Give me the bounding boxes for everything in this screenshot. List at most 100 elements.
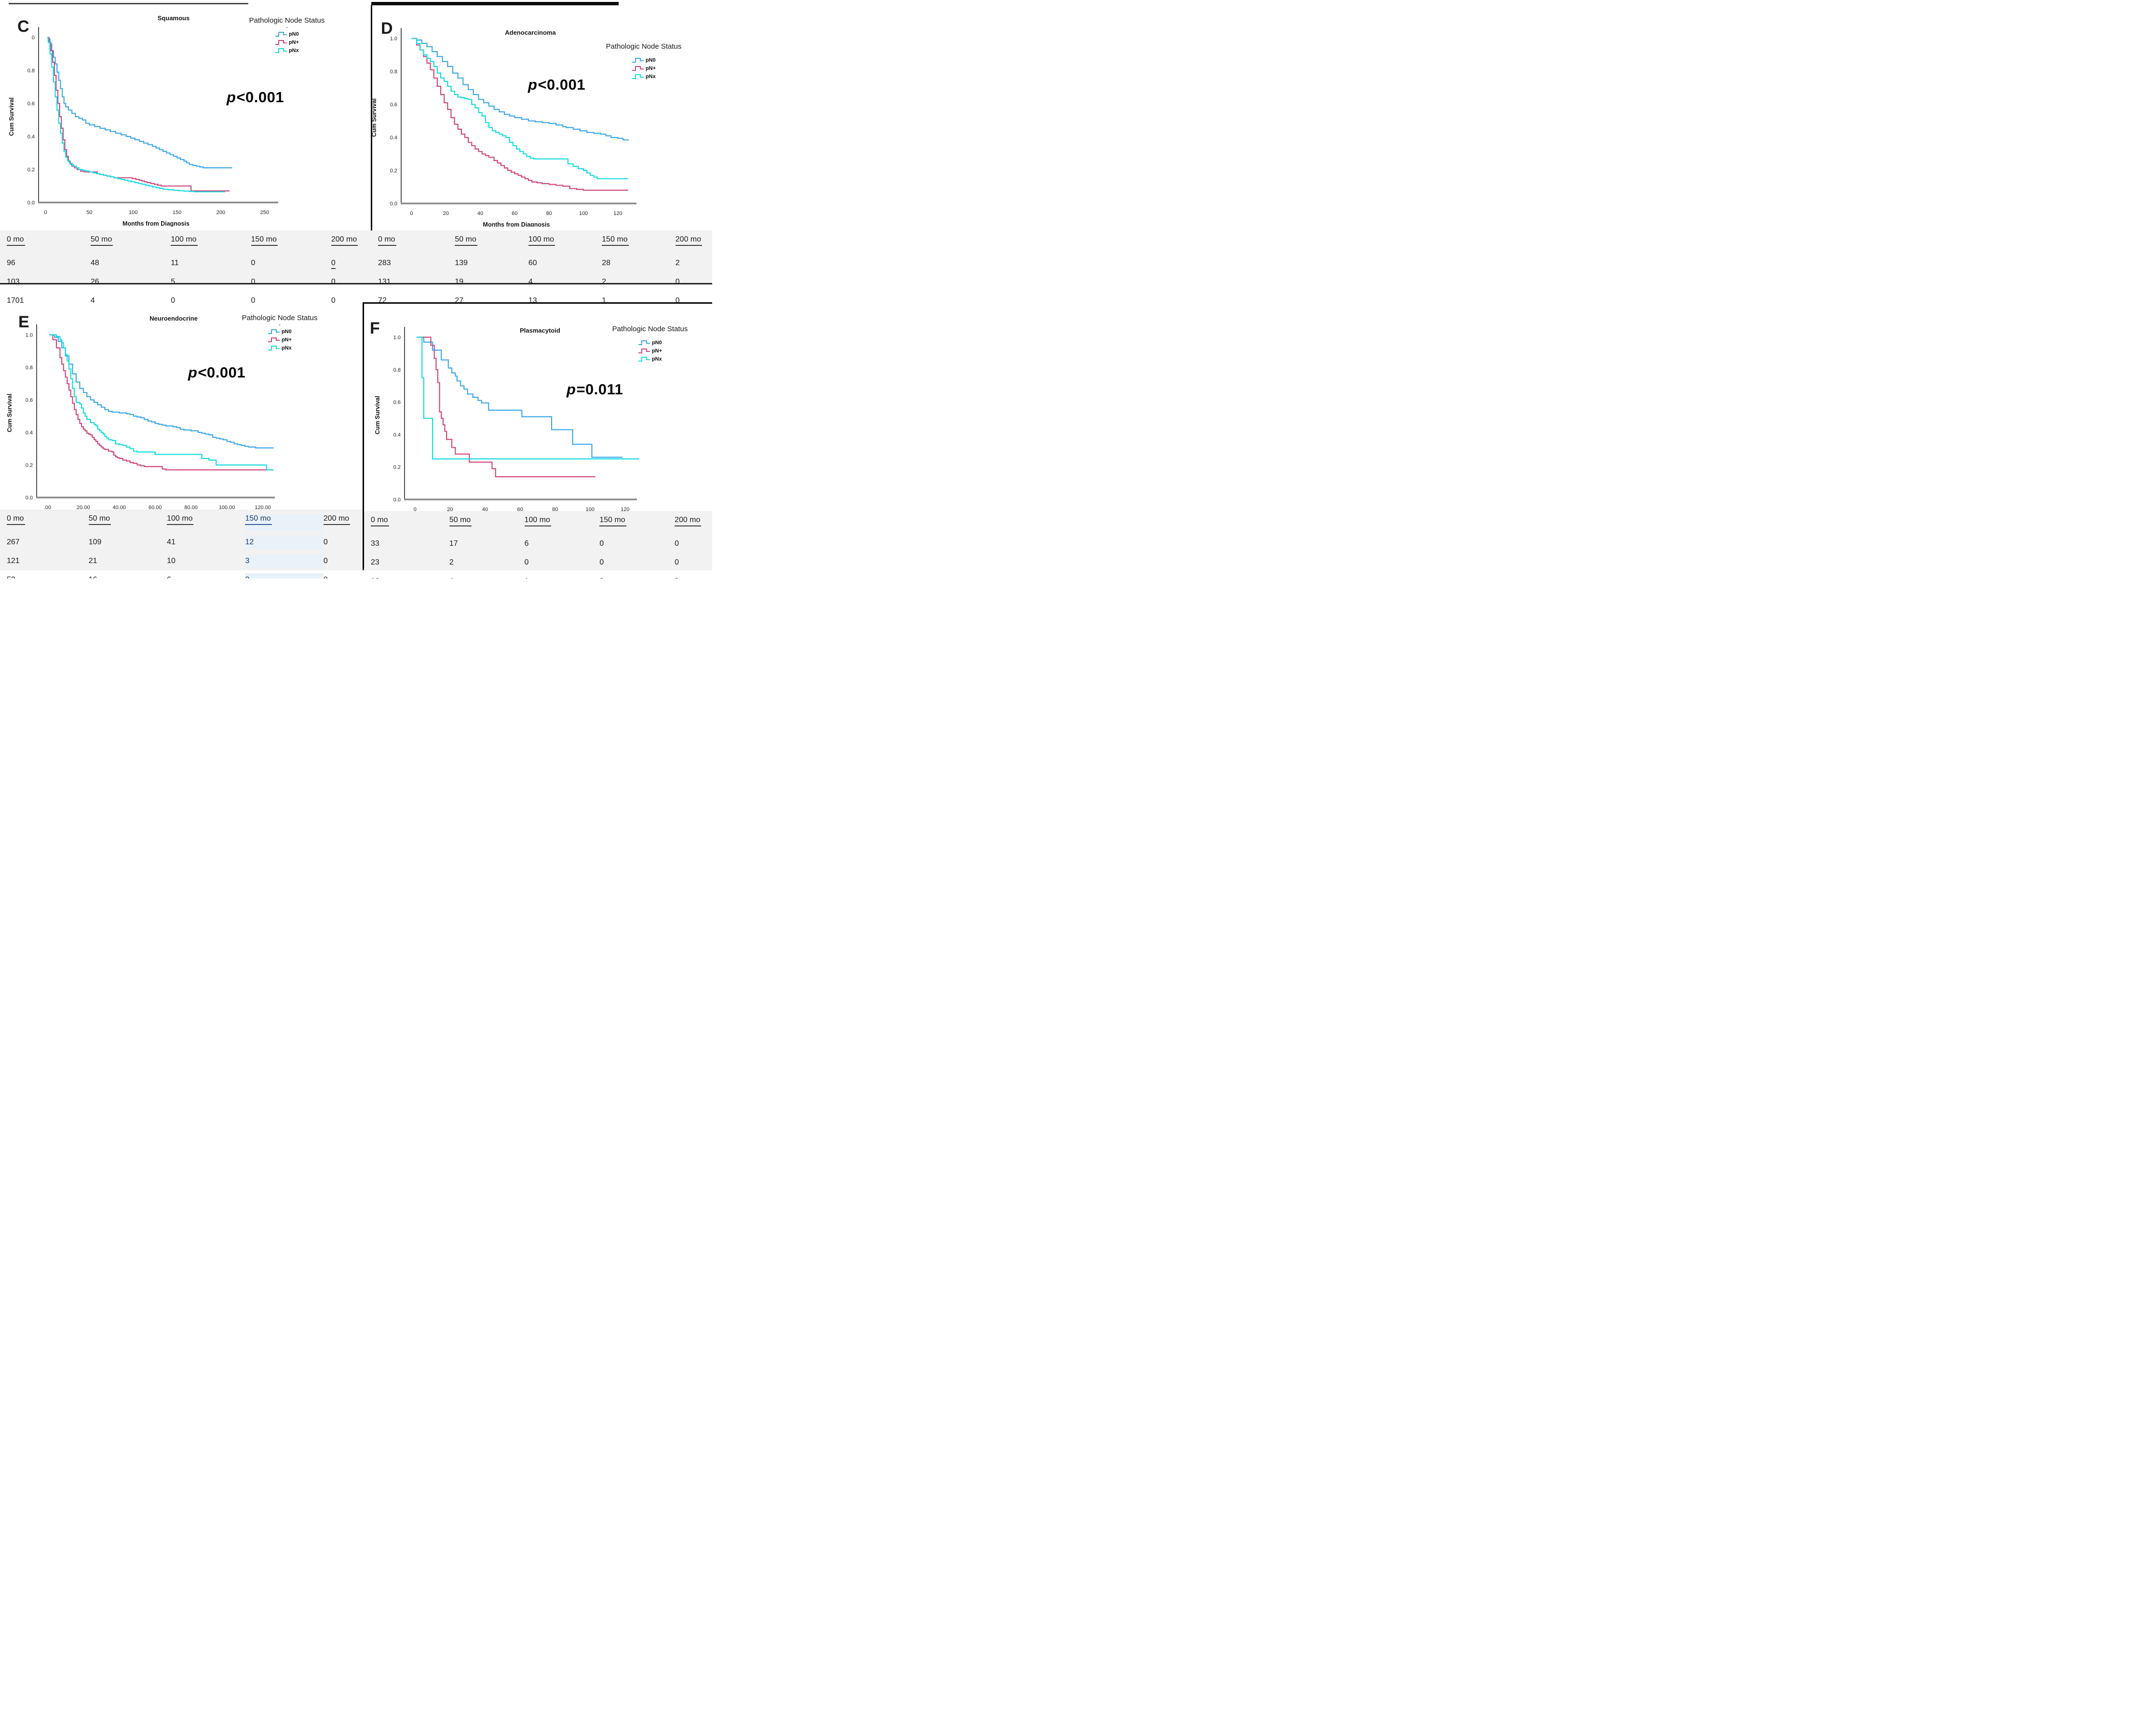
- panel-adenocarcinoma: 1.0 0.8 0.6 0.4 0.2 0.0 0 20 40 60 80 100 120 Months …: [371, 4, 712, 305]
- legend-item-label: pN+: [651, 348, 662, 354]
- risk-table-row: 131 19 4 2 0: [371, 270, 712, 289]
- svg-text:60: 60: [512, 211, 517, 216]
- risk-table-row: 283 139 60 28 2: [371, 252, 712, 270]
- legend-title: Pathologic Node Status: [242, 314, 318, 322]
- legend-items: pN0 pN+ pNx: [275, 30, 299, 54]
- legend-title: Pathologic Node Status: [612, 325, 688, 333]
- legend-dot: .: [286, 24, 288, 29]
- p-number: <0.001: [198, 364, 246, 381]
- risk-count-cell: 26: [90, 278, 99, 286]
- legend-line-icon: [275, 48, 287, 53]
- svg-text:0.2: 0.2: [390, 168, 397, 174]
- svg-text:0.6: 0.6: [393, 400, 401, 405]
- svg-text:120: 120: [613, 211, 622, 216]
- p-symbol: p: [188, 364, 198, 381]
- chart-title-plasmacytoid: Plasmacytoid: [520, 327, 560, 334]
- panel-letter-c: C: [17, 17, 29, 36]
- legend-item-pNx: pNx: [632, 72, 656, 81]
- legend-item-pN+: pN+: [632, 64, 656, 72]
- risk-count-cell: 6: [167, 573, 245, 579]
- svg-text:0.2: 0.2: [26, 463, 33, 469]
- svg-text:0.4: 0.4: [26, 430, 33, 436]
- risk-count-cell: 0: [331, 296, 336, 305]
- legend-item-pNx: pNx: [275, 46, 299, 54]
- chart-title-neuroendocrine: Neuroendocrine: [149, 315, 198, 322]
- risk-table-row: 103 26 5 0 0: [0, 270, 371, 289]
- risk-count-cell: 1: [525, 575, 600, 579]
- risk-count-cell: 0: [675, 539, 679, 548]
- risk-table-adenocarcinoma: 0 mo 50 mo 100 mo 150 mo 200 mo 283 139 60 28 2 13…: [371, 230, 712, 305]
- svg-text:50: 50: [86, 210, 92, 215]
- risk-table-neuroendocrine: 0 mo 50 mo 100 mo 150 mo 200 mo 267 109 41 12 0 12…: [0, 510, 363, 579]
- km-chart-adenocarcinoma: 1.0 0.8 0.6 0.4 0.2 0.0 0 20 40 60 80 100 120 Months …: [371, 28, 636, 227]
- risk-table-header: 100 mo: [167, 514, 245, 531]
- top-rule-right: [371, 2, 619, 5]
- legend-item-label: pN0: [651, 339, 662, 346]
- risk-count-cell: 33: [371, 539, 379, 548]
- legend-line-icon: [638, 348, 650, 353]
- p-value-adenocarcinoma: p<0.001: [528, 76, 585, 94]
- risk-count-cell: 0: [251, 259, 256, 267]
- svg-text:1.0: 1.0: [26, 333, 33, 338]
- risk-table-header: 150 mo: [245, 514, 324, 531]
- legend-item-pN+: pN+: [275, 38, 299, 46]
- legend-item-pN+: pN+: [638, 347, 662, 355]
- risk-table-header: 50 mo: [455, 235, 528, 252]
- risk-table-header-row: 0 mo 50 mo 100 mo 150 mo 200 mo: [371, 230, 712, 252]
- risk-count-cell: 4: [528, 278, 533, 286]
- risk-count-cell: 109: [88, 538, 102, 546]
- risk-table-row: 96 48 11 0 0: [0, 252, 371, 270]
- svg-text:0: 0: [44, 210, 47, 215]
- svg-text:1.0: 1.0: [393, 335, 401, 340]
- risk-count-cell: 283: [378, 259, 391, 267]
- svg-text:0.6: 0.6: [390, 102, 397, 108]
- svg-text:0.4: 0.4: [390, 135, 397, 141]
- risk-table-header: 200 mo: [675, 516, 712, 532]
- risk-count-cell: 103: [7, 278, 20, 286]
- svg-text:0.0: 0.0: [390, 201, 397, 207]
- svg-text:60.00: 60.00: [149, 505, 162, 511]
- risk-count-cell: 121: [7, 557, 20, 565]
- km-survival-figure: 0 0.8 0.6 0.4 0.2 0.0 0 50 100 150 200 250 Months fr…: [0, 0, 712, 579]
- risk-count-cell: 17: [449, 539, 458, 548]
- svg-text:20: 20: [443, 211, 449, 216]
- p-number: <0.001: [236, 89, 284, 106]
- risk-count-cell: 0: [323, 557, 328, 565]
- risk-count-cell: 131: [378, 278, 391, 286]
- svg-text:0.0: 0.0: [26, 495, 33, 501]
- legend-item-pN+: pN+: [268, 336, 292, 344]
- legend-item-label: pNx: [288, 47, 299, 54]
- legend-line-icon: [638, 340, 650, 345]
- risk-table-row: 33 17 6 0 0: [364, 532, 712, 551]
- risk-table-header-row: 0 mo 50 mo 100 mo 150 mo 200 mo: [0, 230, 371, 252]
- risk-count-cell: 0: [331, 278, 336, 286]
- svg-text:0.8: 0.8: [393, 367, 401, 373]
- p-value-plasmacytoid: p=0.011: [567, 381, 623, 398]
- p-value-neuroendocrine: p<0.001: [188, 364, 245, 381]
- legend-line-icon: [632, 74, 644, 79]
- risk-count-cell: 60: [528, 259, 537, 267]
- p-symbol: p: [567, 381, 576, 398]
- risk-count-cell: 3: [245, 554, 324, 568]
- svg-text:80: 80: [546, 211, 552, 216]
- svg-text:100.00: 100.00: [219, 505, 235, 511]
- risk-count-cell: 0: [599, 575, 675, 579]
- risk-count-cell: 1701: [7, 296, 24, 305]
- svg-text:.00: .00: [44, 505, 51, 511]
- risk-count-cell: 10: [167, 557, 176, 565]
- legend-dot: .: [279, 321, 281, 327]
- svg-text:0.4: 0.4: [27, 134, 35, 140]
- risk-table-row: 267 109 41 12 0: [0, 531, 363, 550]
- risk-table-header: 50 mo: [449, 516, 525, 532]
- legend-line-icon: [638, 356, 650, 362]
- svg-text:0: 0: [414, 507, 417, 512]
- risk-table-header: 150 mo: [602, 235, 675, 252]
- svg-text:0.8: 0.8: [26, 365, 33, 371]
- risk-table-header: 150 mo: [251, 235, 331, 252]
- panel-letter-f: F: [370, 319, 380, 337]
- risk-count-cell: 0: [251, 296, 256, 305]
- svg-text:100: 100: [579, 211, 588, 216]
- svg-text:Cum Survival: Cum Survival: [8, 97, 15, 136]
- risk-count-cell: 0: [675, 296, 680, 305]
- risk-table-plasmacytoid: 0 mo 50 mo 100 mo 150 mo 200 mo 33 17 6 0 0 23 2 0 0 0…: [364, 511, 712, 579]
